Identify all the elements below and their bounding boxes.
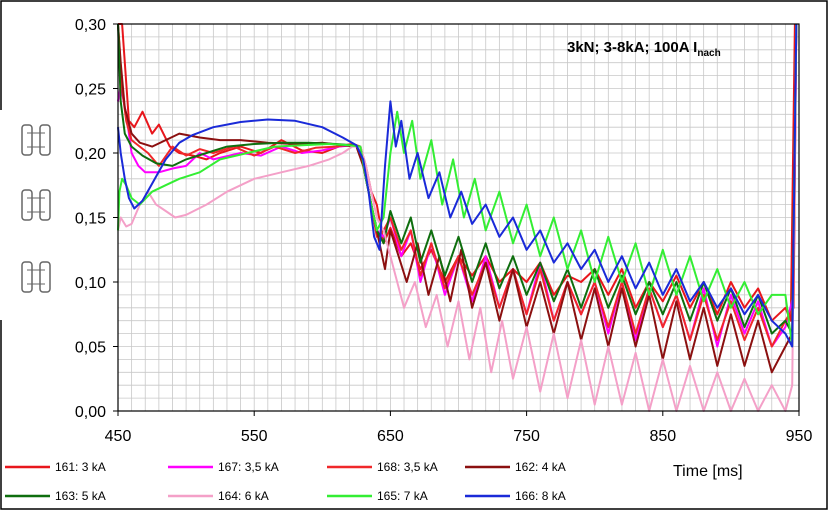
series-line-3 — [117, 23, 798, 348]
y-tick-label: 0,05 — [75, 340, 106, 357]
y-tick-label: 0,25 — [75, 82, 106, 99]
legend-label: 168: 3,5 kA — [377, 460, 438, 474]
y-tick-label: 0,15 — [75, 211, 106, 228]
legend-label: 162: 4 kA — [515, 460, 566, 474]
x-tick-label: 750 — [513, 428, 540, 445]
y-tick-label: 0,10 — [75, 275, 106, 292]
x-tick-label: 950 — [786, 428, 813, 445]
x-tick-label: 550 — [241, 428, 268, 445]
x-axis-ticks: 450 550 650 750 850 950 — [105, 411, 813, 445]
legend-label: 163: 5 kA — [55, 489, 106, 503]
y-tick-label: 0,30 — [75, 17, 106, 34]
series-layer — [117, 23, 798, 412]
annotation-subscript: nach — [697, 48, 720, 59]
obscured-icon-3 — [21, 261, 51, 293]
chart-annotation: 3kN; 3-8kA; 100A Inach — [567, 39, 721, 59]
obscured-icon-2 — [21, 189, 51, 221]
y-axis-ticks: 0,00 0,05 0,10 0,15 0,20 0,25 0,30 — [75, 17, 118, 421]
series-line-4 — [117, 23, 798, 374]
x-tick-label: 650 — [377, 428, 404, 445]
legend-label: 166: 8 kA — [515, 489, 566, 503]
legend-label: 161: 3 kA — [55, 460, 106, 474]
legend-label: 167: 3,5 kA — [218, 460, 279, 474]
legend-label: 165: 7 kA — [377, 489, 428, 503]
legend: 161: 3 kA 167: 3,5 kA 168: 3,5 kA 162: 4 kA… — [5, 460, 566, 503]
x-axis-label: Time [ms] — [673, 463, 743, 480]
x-tick-label: 850 — [649, 428, 676, 445]
left-occlusion — [0, 110, 62, 320]
y-tick-label: 0,20 — [75, 146, 106, 163]
y-tick-label: 0,00 — [75, 404, 106, 421]
series-line-8 — [117, 23, 798, 348]
legend-label: 164: 6 kA — [218, 489, 269, 503]
series-line-7 — [117, 23, 798, 348]
obscured-icon-1 — [21, 124, 51, 156]
series-line-6 — [117, 23, 798, 412]
series-line-5 — [117, 23, 798, 335]
x-tick-label: 450 — [105, 428, 132, 445]
annotation-main: 3kN; 3-8kA; 100A I — [567, 39, 697, 56]
